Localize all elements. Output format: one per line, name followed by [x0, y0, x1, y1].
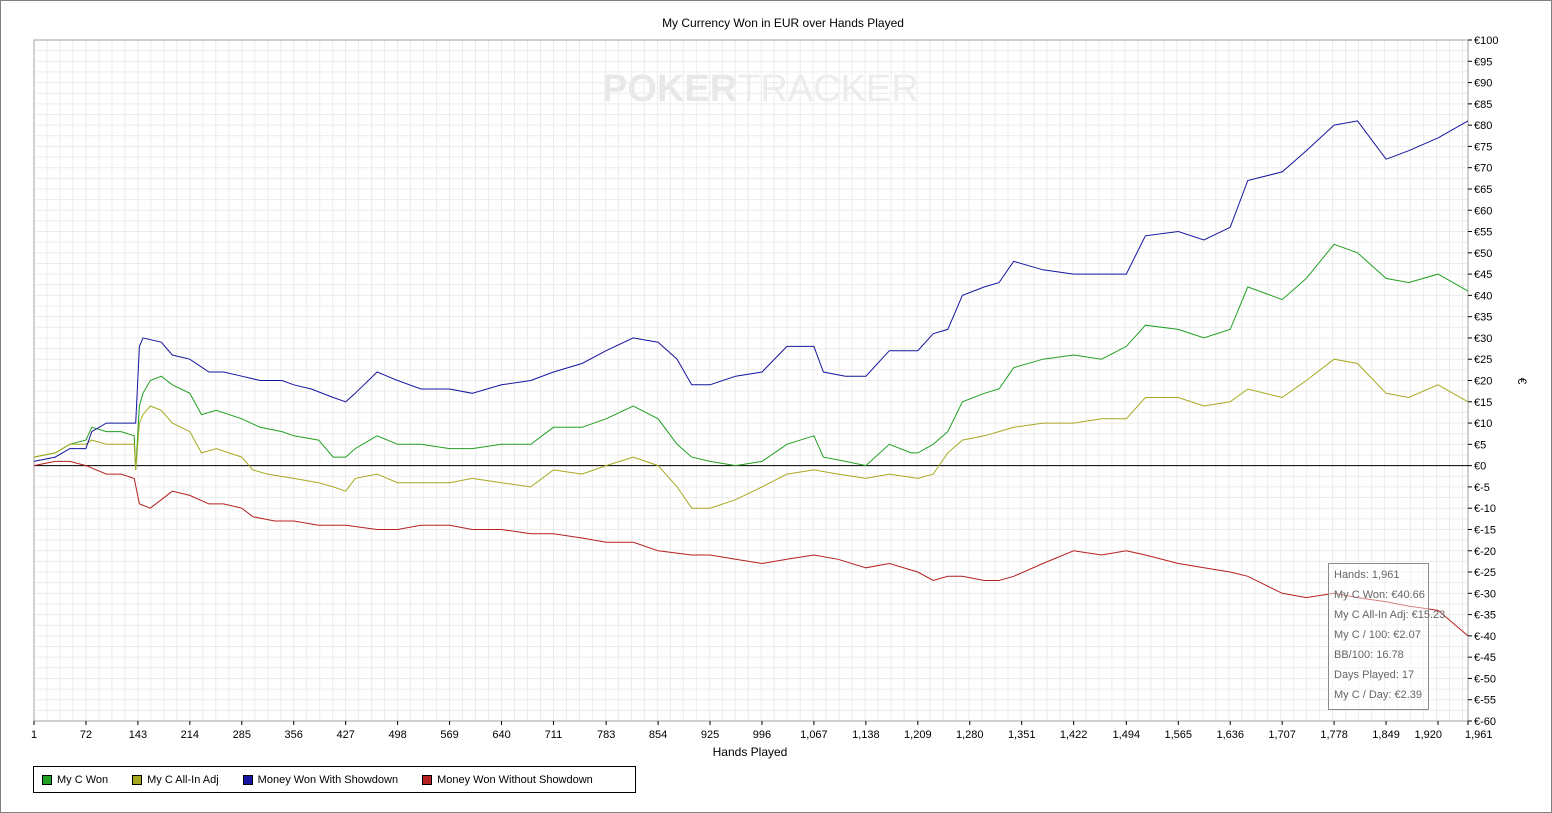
- x-tick-label: 214: [181, 729, 199, 741]
- x-tick-label: 143: [129, 729, 147, 741]
- x-tick-label: 1,494: [1113, 729, 1141, 741]
- y-tick-label: €-5: [1474, 482, 1490, 494]
- watermark-part1: POKER: [602, 68, 738, 110]
- y-tick-label: €-10: [1474, 503, 1496, 515]
- y-tick-label: €25: [1474, 354, 1492, 366]
- tooltip-line: My C All-In Adj: €15.23: [1334, 609, 1446, 621]
- y-tick-label: €30: [1474, 333, 1492, 345]
- x-tick-label: 1,067: [800, 729, 828, 741]
- legend-item-1: My C Won: [42, 774, 108, 786]
- y-tick-label: €40: [1474, 290, 1492, 302]
- x-axis: 1 72 143 214 285 356 427 498 569 640 711 783 854 925 9…: [31, 721, 1493, 741]
- y-tick-label: €90: [1474, 78, 1492, 90]
- series-line-1: [33, 243, 1469, 470]
- x-tick-label: 427: [336, 729, 354, 741]
- y-tick-label: €35: [1474, 312, 1492, 324]
- y-tick-label: €-50: [1474, 673, 1496, 685]
- y-tick-label: €-55: [1474, 695, 1496, 707]
- y-tick-label: €-20: [1474, 546, 1496, 558]
- x-tick-label: 1,209: [904, 729, 932, 741]
- x-tick-label: 640: [492, 729, 510, 741]
- y-tick-label: €80: [1474, 120, 1492, 132]
- y-tick-label: €0: [1474, 461, 1486, 473]
- x-axis-label: Hands Played: [713, 745, 788, 759]
- legend-label: My C All-In Adj: [147, 773, 219, 786]
- legend-label: My C Won: [57, 773, 109, 786]
- x-tick-label: 569: [440, 729, 458, 741]
- y-tick-label: €70: [1474, 163, 1492, 175]
- legend-label: Money Won With Showdown: [257, 773, 399, 786]
- x-tick-label: 925: [701, 729, 719, 741]
- y-tick-label: €65: [1474, 184, 1492, 196]
- tooltip-line: My C / Day: €2.39: [1334, 689, 1423, 701]
- legend-item-2: My C All-In Adj: [132, 774, 219, 786]
- series-line-2: [33, 358, 1469, 509]
- x-tick-label: 1,565: [1165, 729, 1193, 741]
- x-tick-label: 1: [31, 729, 37, 741]
- x-tick-label: 783: [597, 729, 615, 741]
- legend-label: Money Won Without Showdown: [437, 773, 593, 786]
- x-tick-label: 854: [649, 729, 667, 741]
- y-tick-label: €-25: [1474, 567, 1496, 579]
- x-tick-label: 1,280: [956, 729, 984, 741]
- y-tick-label: €55: [1474, 227, 1492, 239]
- y-tick-label: €-30: [1474, 588, 1496, 600]
- x-tick-label: 996: [753, 729, 771, 741]
- series-layer: [33, 120, 1469, 637]
- y-tick-label: €5: [1474, 439, 1486, 451]
- legend-item-3: Money Won With Showdown: [242, 773, 399, 786]
- y-tick-label: €20: [1474, 376, 1492, 388]
- x-tick-label: 1,920: [1414, 729, 1442, 741]
- y-axis: €100 €95 €90 €85 €80 €75 €70 €65 €60 €55 €50 €45 €40…: [1468, 35, 1498, 728]
- y-tick-label: €75: [1474, 141, 1492, 153]
- legend-swatch: [242, 774, 253, 785]
- chart-legend: My C Won My C All-In Adj Money Won With Sh…: [33, 766, 636, 793]
- tooltip-line: My C Won: €40.66: [1334, 589, 1425, 601]
- x-tick-label: 1,707: [1268, 729, 1296, 741]
- tooltip-line: My C / 100: €2.07: [1334, 629, 1421, 641]
- pokertracker-watermark: POKERTRACKER: [602, 68, 919, 111]
- y-tick-label: €45: [1474, 269, 1492, 281]
- tooltip-line: Hands: 1,961: [1334, 569, 1400, 581]
- chart-title: My Currency Won in EUR over Hands Played: [662, 16, 904, 30]
- y-tick-label: €85: [1474, 99, 1492, 111]
- y-tick-label: €10: [1474, 418, 1492, 430]
- y-tick-label: €-15: [1474, 524, 1496, 536]
- series-line-4: [33, 460, 1469, 637]
- legend-swatch: [42, 774, 52, 785]
- watermark-part2: TRACKER: [737, 68, 919, 110]
- x-tick-label: 1,636: [1216, 729, 1244, 741]
- series-line-3: [33, 120, 1469, 462]
- y-tick-label: €-40: [1474, 631, 1496, 643]
- tooltip-line: Days Played: 17: [1334, 669, 1415, 681]
- x-tick-label: 1,849: [1372, 729, 1400, 741]
- summary-tooltip: Hands: 1,961 My C Won: €40.66 My C All-In …: [1328, 563, 1446, 710]
- x-tick-label: 1,138: [852, 729, 880, 741]
- y-tick-label: €100: [1474, 35, 1498, 47]
- x-tick-label: 1,778: [1320, 729, 1348, 741]
- x-tick-label: 72: [80, 729, 92, 741]
- y-tick-label: €-45: [1474, 652, 1496, 664]
- x-tick-label: 356: [285, 729, 303, 741]
- y-axis-label: €: [1515, 378, 1529, 385]
- y-tick-label: €15: [1474, 397, 1492, 409]
- x-tick-label: 1,351: [1008, 729, 1036, 741]
- x-tick-label: 1,961: [1465, 729, 1493, 741]
- tooltip-line: BB/100: 16.78: [1334, 649, 1404, 661]
- legend-swatch: [422, 774, 433, 785]
- y-tick-label: €50: [1474, 248, 1492, 260]
- y-tick-label: €60: [1474, 205, 1492, 217]
- legend-swatch: [132, 774, 143, 785]
- x-tick-label: 285: [233, 729, 251, 741]
- y-tick-label: €-35: [1474, 610, 1496, 622]
- x-tick-label: 1,422: [1060, 729, 1088, 741]
- y-tick-label: €-60: [1474, 716, 1496, 728]
- x-tick-label: 711: [545, 729, 563, 741]
- x-tick-label: 498: [388, 729, 406, 741]
- y-tick-label: €95: [1474, 56, 1492, 68]
- grid: [33, 39, 1468, 722]
- legend-item-4: Money Won Without Showdown: [422, 774, 593, 786]
